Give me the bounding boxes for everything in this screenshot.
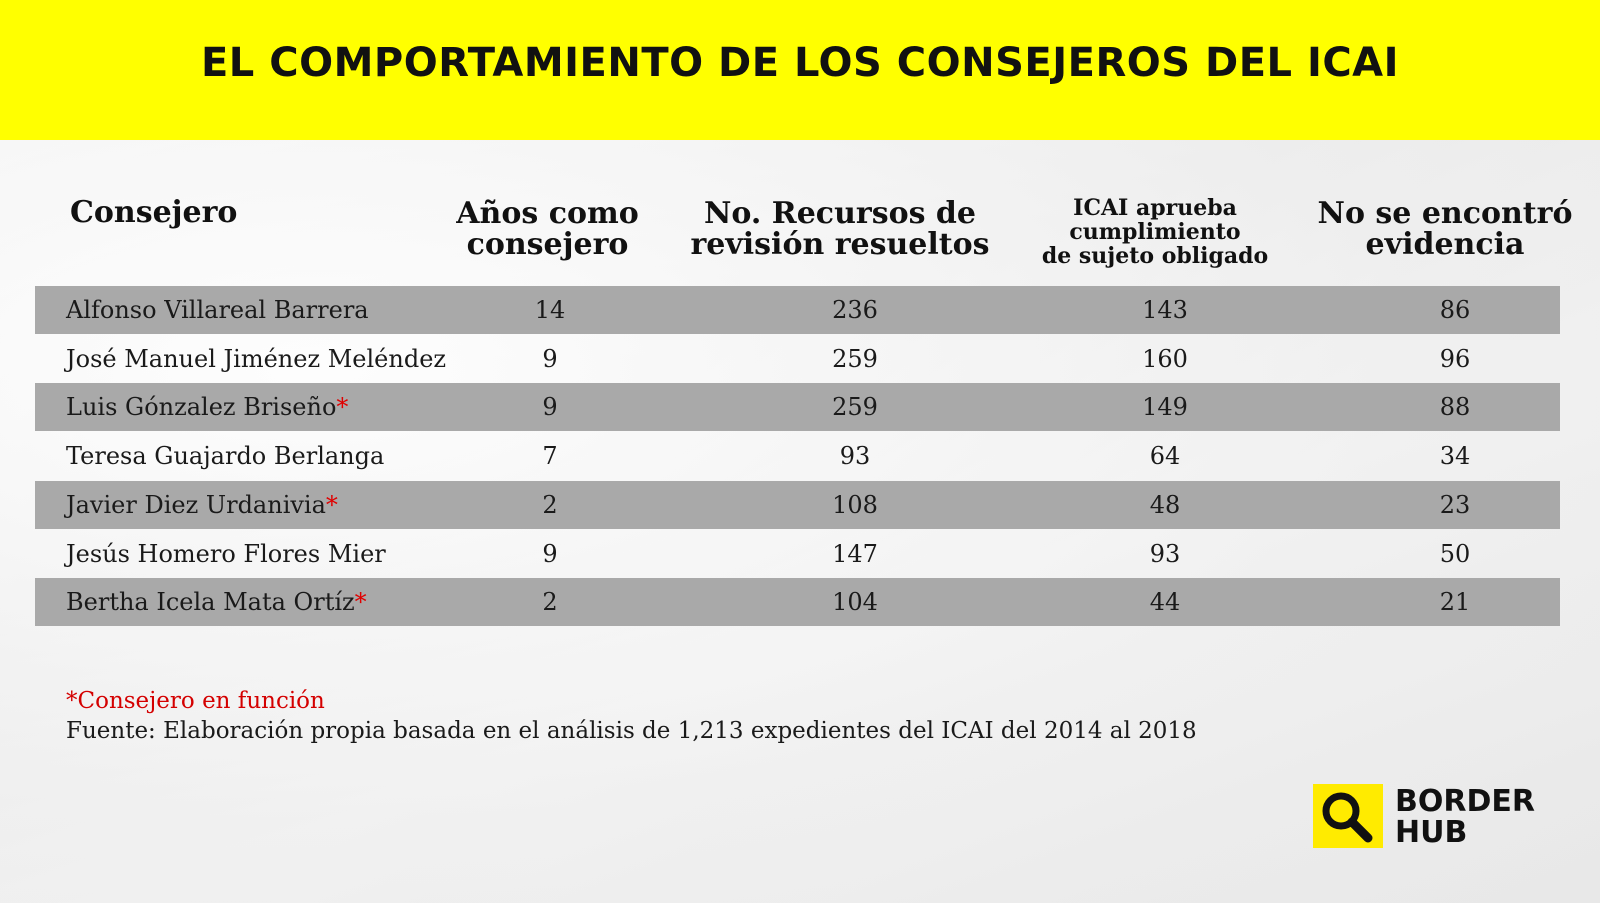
en-funcion-asterisk: * (354, 588, 367, 616)
border-hub-logo: BORDER HUB (1313, 784, 1553, 850)
table-row: José Manuel Jiménez Meléndez 9 259 160 96 (35, 335, 1560, 383)
table-row: Jesús Homero Flores Mier 9 147 93 50 (35, 530, 1560, 578)
consejero-name: Luis Gónzalez Briseño (66, 393, 337, 421)
cell-consejero: Alfonso Villareal Barrera (66, 286, 369, 334)
col-header-line: Años como (456, 196, 639, 231)
col-header-line: cumplimiento (1069, 219, 1241, 245)
table-row: Bertha Icela Mata Ortíz* 2 104 44 21 (35, 578, 1560, 626)
col-header-line: No. Recursos de (704, 196, 976, 231)
cell-consejero: Jesús Homero Flores Mier (66, 530, 386, 578)
col-header-line: ICAI aprueba (1073, 195, 1237, 221)
table-row: Javier Diez Urdanivia* 2 108 48 23 (35, 481, 1560, 529)
col-header-line: No se encontró (1317, 196, 1573, 231)
cell-consejero: Javier Diez Urdanivia* (66, 481, 338, 529)
cell-recursos: 259 (832, 393, 878, 421)
cell-consejero: Luis Gónzalez Briseño* (66, 383, 348, 431)
logo-line: HUB (1395, 815, 1468, 850)
cell-anos: 7 (542, 442, 558, 470)
cell-anos: 2 (542, 491, 558, 519)
cell-anos: 9 (542, 345, 558, 373)
cell-evidencia: 23 (1439, 491, 1471, 519)
cell-anos: 14 (534, 296, 566, 324)
magnifier-icon (1313, 784, 1383, 848)
col-header-line: revisión resueltos (690, 227, 990, 262)
cell-evidencia: 50 (1439, 540, 1471, 568)
cell-evidencia: 21 (1439, 588, 1471, 616)
cell-recursos: 147 (832, 540, 878, 568)
page-title: EL COMPORTAMIENTO DE LOS CONSEJEROS DEL … (200, 40, 1400, 86)
table-row: Teresa Guajardo Berlanga 7 93 64 34 (35, 432, 1560, 480)
cell-anos: 9 (542, 393, 558, 421)
cell-recursos: 108 (832, 491, 878, 519)
cell-evidencia: 86 (1439, 296, 1471, 324)
table-row: Alfonso Villareal Barrera 14 236 143 86 (35, 286, 1560, 334)
cell-recursos: 236 (832, 296, 878, 324)
cell-icai-aprueba: 143 (1142, 296, 1188, 324)
consejero-name: Jesús Homero Flores Mier (66, 540, 386, 568)
source-note: Fuente: Elaboración propia basada en el … (66, 718, 1197, 744)
cell-anos: 9 (542, 540, 558, 568)
logo-wordmark: BORDER HUB (1395, 786, 1535, 848)
cell-consejero: Bertha Icela Mata Ortíz* (66, 578, 367, 626)
cell-icai-aprueba: 64 (1149, 442, 1181, 470)
col-header-icai-aprueba: ICAI aprueba cumplimiento de sujeto obli… (1020, 196, 1290, 268)
cell-recursos: 93 (839, 442, 871, 470)
col-header-evidencia: No se encontró evidencia (1310, 198, 1580, 260)
cell-evidencia: 96 (1439, 345, 1471, 373)
cell-icai-aprueba: 44 (1149, 588, 1181, 616)
cell-recursos: 259 (832, 345, 878, 373)
cell-recursos: 104 (832, 588, 878, 616)
col-header-line: de sujeto obligado (1041, 243, 1269, 269)
col-header-recursos: No. Recursos de revisión resueltos (690, 198, 990, 260)
legend-note: *Consejero en función (66, 688, 325, 714)
cell-icai-aprueba: 160 (1142, 345, 1188, 373)
consejero-name: Javier Diez Urdanivia (66, 491, 326, 519)
cell-icai-aprueba: 48 (1149, 491, 1181, 519)
en-funcion-asterisk: * (325, 491, 338, 519)
col-header-line: evidencia (1365, 227, 1525, 262)
col-header-consejero: Consejero (70, 197, 237, 228)
en-funcion-asterisk: * (336, 393, 349, 421)
cell-evidencia: 34 (1439, 442, 1471, 470)
cell-anos: 2 (542, 588, 558, 616)
cell-icai-aprueba: 93 (1149, 540, 1181, 568)
consejero-name: Alfonso Villareal Barrera (66, 296, 369, 324)
logo-line: BORDER (1395, 784, 1535, 819)
cell-consejero: José Manuel Jiménez Meléndez (66, 335, 446, 383)
consejero-name: José Manuel Jiménez Meléndez (66, 345, 447, 373)
col-header-anos: Años como consejero (445, 198, 650, 260)
table-row: Luis Gónzalez Briseño* 9 259 149 88 (35, 383, 1560, 431)
consejero-name: Teresa Guajardo Berlanga (66, 442, 385, 470)
cell-evidencia: 88 (1439, 393, 1471, 421)
consejero-name: Bertha Icela Mata Ortíz (66, 588, 355, 616)
col-header-line: Consejero (70, 195, 238, 230)
cell-consejero: Teresa Guajardo Berlanga (66, 432, 384, 480)
cell-icai-aprueba: 149 (1142, 393, 1188, 421)
title-banner: EL COMPORTAMIENTO DE LOS CONSEJEROS DEL … (0, 0, 1600, 140)
col-header-line: consejero (466, 227, 629, 262)
